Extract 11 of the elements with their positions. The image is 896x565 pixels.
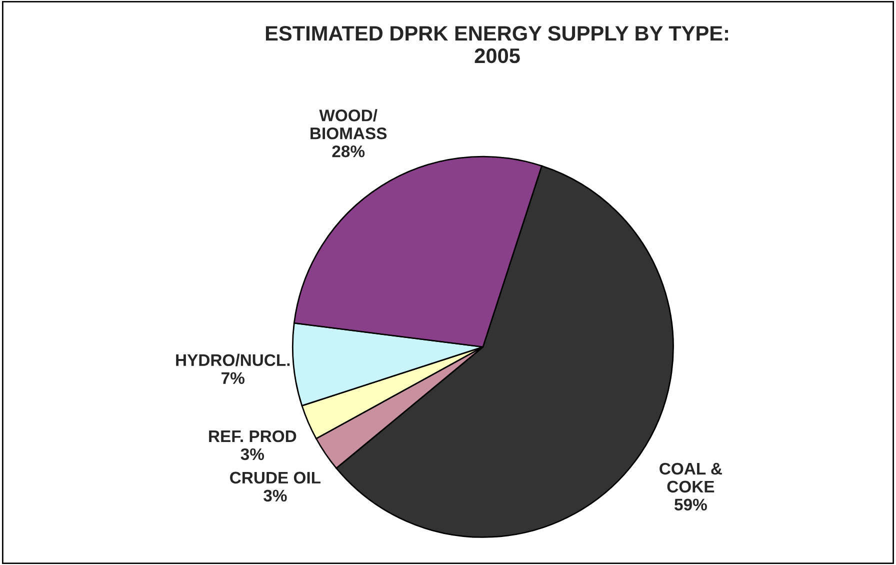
data-label: 7% xyxy=(222,372,244,384)
slice-label: CRUDE OIL xyxy=(230,472,321,484)
slice-label: WOOD/ BIOMASS xyxy=(310,109,387,140)
slice-label: HYDRO/NUCL. xyxy=(176,354,290,366)
data-label: 3% xyxy=(264,490,287,502)
slice-label: COAL & COKE xyxy=(660,462,722,493)
slice-label: REF. PROD xyxy=(209,430,296,442)
data-label: 28% xyxy=(332,145,365,158)
data-label: 59% xyxy=(674,498,707,511)
chart-title: ESTIMATED DPRK ENERGY SUPPLY BY TYPE: 2005 xyxy=(266,26,728,64)
data-label: 3% xyxy=(240,448,264,460)
